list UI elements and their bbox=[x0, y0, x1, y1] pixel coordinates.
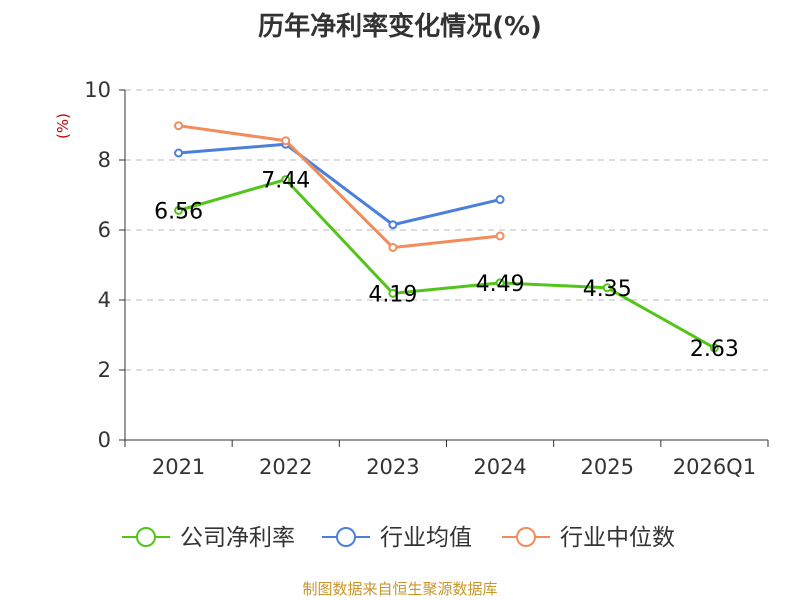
data-label: 4.49 bbox=[476, 272, 525, 297]
x-tick-label: 2024 bbox=[473, 455, 526, 479]
data-label: 4.35 bbox=[583, 277, 632, 302]
data-point bbox=[495, 195, 505, 205]
data-point bbox=[174, 121, 184, 131]
data-point bbox=[174, 205, 184, 215]
y-axis-label: (%) bbox=[54, 113, 72, 139]
chart-title: 历年净利率变化情况(%) bbox=[258, 12, 542, 42]
legend-label: 公司净利率 bbox=[180, 525, 295, 551]
data-label: 7.44 bbox=[261, 169, 310, 194]
series-line-0 bbox=[178, 178, 716, 350]
data-point bbox=[388, 243, 398, 252]
x-tick-label: 2025 bbox=[581, 455, 634, 479]
x-tick-label: 2022 bbox=[259, 455, 312, 479]
y-tick-label: 8 bbox=[98, 148, 111, 172]
data-point bbox=[602, 283, 612, 293]
data-point bbox=[388, 288, 398, 298]
source-note: 制图数据来自恒生聚源数据库 bbox=[302, 580, 498, 598]
data-point bbox=[174, 148, 184, 158]
x-tick-label: 2026Q1 bbox=[673, 455, 756, 479]
legend-marker bbox=[336, 527, 356, 547]
legend-marker bbox=[516, 527, 536, 547]
y-tick-label: 0 bbox=[98, 428, 111, 452]
data-label: 4.19 bbox=[368, 282, 417, 307]
data-label: 6.56 bbox=[154, 199, 203, 224]
legend-label: 行业中位数 bbox=[560, 525, 675, 551]
x-tick-label: 2023 bbox=[366, 455, 419, 479]
y-tick-label: 2 bbox=[98, 358, 111, 382]
data-point bbox=[495, 278, 505, 288]
data-label: 2.63 bbox=[690, 337, 739, 362]
y-tick-label: 6 bbox=[98, 218, 111, 242]
data-point bbox=[495, 231, 505, 241]
y-tick-label: 10 bbox=[84, 78, 111, 102]
data-point bbox=[281, 175, 291, 185]
data-point bbox=[281, 136, 291, 146]
legend-label: 行业均值 bbox=[380, 525, 472, 551]
data-point bbox=[709, 343, 719, 353]
y-tick-label: 4 bbox=[98, 288, 111, 312]
x-tick-label: 2021 bbox=[152, 455, 205, 479]
legend-marker bbox=[136, 527, 156, 547]
data-point bbox=[388, 220, 398, 230]
series-line-1 bbox=[178, 142, 501, 227]
series-line-2 bbox=[178, 124, 501, 249]
